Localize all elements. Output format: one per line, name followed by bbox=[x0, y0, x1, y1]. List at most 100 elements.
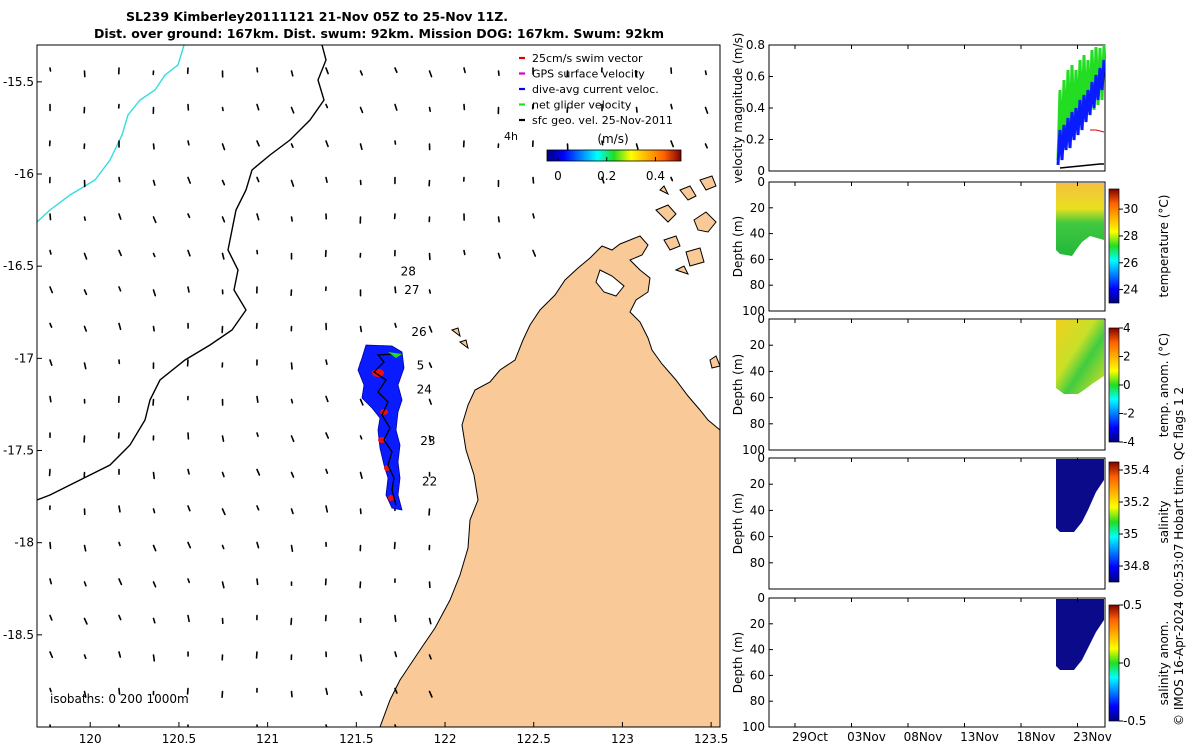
velocity-arrow bbox=[292, 728, 293, 733]
track-day-label: 23 bbox=[420, 434, 435, 448]
map-y-tick-label: -17 bbox=[14, 351, 34, 365]
panel-y-tick-label: 0 bbox=[757, 175, 765, 189]
velocity-arrow bbox=[154, 473, 155, 479]
panel-y-tick-label: 40 bbox=[750, 503, 765, 517]
map-y-tick-label: -16 bbox=[14, 167, 34, 181]
panel-y-tick-label: 0.8 bbox=[746, 38, 765, 52]
velocity-arrow bbox=[292, 363, 293, 369]
velocity-arrow bbox=[154, 655, 155, 661]
map-x-tick-label: 120 bbox=[79, 732, 102, 746]
velocity-arrow bbox=[154, 509, 155, 513]
panel-y-tick-label: 0.2 bbox=[746, 133, 765, 147]
velocity-arrow bbox=[50, 543, 51, 549]
velocity-arrow bbox=[326, 360, 327, 364]
track-day-label: 27 bbox=[404, 283, 419, 297]
panel-y-label: velocity magnitude (m/s) bbox=[731, 33, 745, 184]
panel-y-tick-label: 0.4 bbox=[746, 101, 765, 115]
panel-y-tick-label: 40 bbox=[750, 227, 765, 241]
velocity-arrow bbox=[85, 217, 86, 220]
colorbar-tick-label: 24 bbox=[1123, 283, 1138, 297]
velocity-arrow bbox=[464, 68, 465, 72]
panel-y-tick-label: 40 bbox=[750, 364, 765, 378]
map-y-tick-label: -17.5 bbox=[3, 444, 34, 458]
track-day-label: 22 bbox=[422, 475, 437, 489]
map-y-tick-label: -18.5 bbox=[3, 628, 34, 642]
panel-y-tick-label: 80 bbox=[750, 278, 765, 292]
map-x-tick-label: 121.5 bbox=[339, 732, 373, 746]
colorbar-tick-label: -0.5 bbox=[1123, 714, 1146, 728]
map-y-tick-label: -16.5 bbox=[3, 259, 34, 273]
map-x-tick-label: 122.5 bbox=[517, 732, 551, 746]
velocity-arrow bbox=[395, 616, 396, 622]
velocity-arrow bbox=[257, 579, 258, 584]
velocity-arrow bbox=[119, 506, 120, 512]
figure-title-line2: Dist. over ground: 167km. Dist. swum: 92… bbox=[94, 26, 664, 41]
velocity-arrow bbox=[154, 144, 155, 149]
panel-y-tick-label: 60 bbox=[750, 391, 765, 405]
map-x-tick-label: 120.5 bbox=[162, 732, 196, 746]
time-tick-label: 03Nov bbox=[847, 730, 886, 744]
panel-y-tick-label: 60 bbox=[750, 252, 765, 266]
colorbar-tick-label: 0.2 bbox=[597, 169, 616, 183]
panel-y-tick-label: 60 bbox=[750, 668, 765, 682]
velocity-arrow bbox=[706, 71, 707, 74]
velocity-arrow bbox=[292, 217, 293, 221]
panel-y-tick-label: 20 bbox=[750, 201, 765, 215]
velocity-arrow bbox=[50, 397, 51, 402]
salinity-panel bbox=[769, 458, 1119, 589]
figure-title-line1: SL239 Kimberley20111121 21-Nov 05Z to 25… bbox=[126, 9, 508, 24]
velocity-arrow bbox=[119, 178, 120, 182]
track-day-label: 5 bbox=[417, 358, 425, 372]
velocity-arrow bbox=[50, 251, 51, 255]
temperature-anomaly-panel bbox=[769, 319, 1119, 450]
velocity-arrow bbox=[257, 397, 258, 403]
isobaths-label: isobaths: 0 200 1000m bbox=[50, 692, 189, 706]
map-y-tick-label: -15.5 bbox=[3, 75, 34, 89]
colorbar-tick-label: 26 bbox=[1123, 256, 1138, 270]
velocity-arrow bbox=[361, 655, 362, 661]
time-tick-label: 23Nov bbox=[1073, 730, 1112, 744]
map-x-tick-label: 123 bbox=[611, 732, 634, 746]
velocity-arrow bbox=[119, 543, 120, 546]
velocity-arrow bbox=[464, 251, 465, 255]
colorbar-tick-label: 0 bbox=[1123, 656, 1131, 670]
colorbar-label: temperature (°C) bbox=[1157, 195, 1171, 298]
panel-y-label: Depth (m) bbox=[731, 354, 745, 415]
velocity-arrow bbox=[223, 546, 224, 549]
velocity-panel bbox=[769, 45, 1105, 171]
legend-label: dive-avg current veloc. bbox=[532, 83, 659, 96]
velocity-arrow bbox=[361, 436, 362, 439]
colorbar-label: salinity anom. bbox=[1157, 621, 1171, 706]
map-x-tick-label: 121 bbox=[256, 732, 279, 746]
track-day-label: 26 bbox=[411, 325, 426, 339]
map-y-tick-label: -18 bbox=[14, 536, 34, 550]
panel-y-tick-label: 80 bbox=[750, 556, 765, 570]
temperature-panel bbox=[769, 182, 1119, 311]
colorbar-tick-label: -2 bbox=[1123, 407, 1135, 421]
colorbar-tick-label: 34.8 bbox=[1123, 559, 1150, 573]
velocity-arrow bbox=[257, 725, 258, 731]
colorbar-tick-label: 28 bbox=[1123, 229, 1138, 243]
map-x-tick-label: 123.5 bbox=[694, 732, 728, 746]
velocity-arrow bbox=[188, 616, 189, 622]
velocity-arrow bbox=[188, 141, 189, 145]
panel-y-tick-label: 0 bbox=[757, 312, 765, 326]
track-day-label: 28 bbox=[401, 264, 416, 278]
panel-y-tick-label: 0 bbox=[757, 591, 765, 605]
time-tick-label: 13Nov bbox=[960, 730, 999, 744]
legend-label: GPS surface velocity bbox=[532, 68, 645, 81]
colorbar-label: salinity bbox=[1157, 500, 1171, 543]
velocity-arrow bbox=[50, 68, 51, 71]
colorbar-tick-label: 35.2 bbox=[1123, 495, 1150, 509]
colorbar-tick-label: 35 bbox=[1123, 527, 1138, 541]
legend-label: 25cm/s swim vector bbox=[532, 52, 643, 65]
velocity-arrow bbox=[292, 546, 293, 552]
copyright-footer: © IMOS 16-Apr-2024 00:53:07 Hobart time.… bbox=[1172, 387, 1186, 726]
velocity-arrow bbox=[430, 728, 431, 731]
colorbar-tick-label: 35.4 bbox=[1123, 463, 1150, 477]
velocity-arrow bbox=[326, 178, 327, 183]
velocity-arrow bbox=[430, 290, 431, 293]
